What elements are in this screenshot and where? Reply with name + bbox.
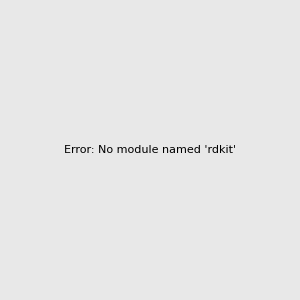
Text: Error: No module named 'rdkit': Error: No module named 'rdkit' bbox=[64, 145, 236, 155]
